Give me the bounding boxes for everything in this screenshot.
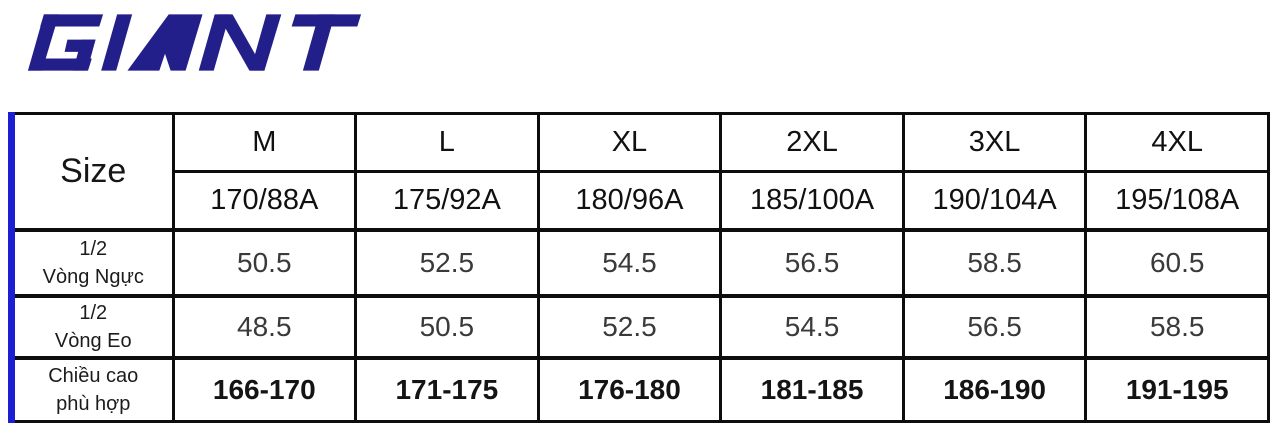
value-cell: 56.5 — [901, 293, 1088, 359]
value-cell: 54.5 — [536, 227, 723, 297]
row-label-suitable-height: Chiều cao phù hợp — [15, 355, 175, 423]
column-header-l: L — [354, 112, 540, 173]
value-cell: 60.5 — [1084, 227, 1270, 297]
size-corner-cell: Size — [15, 112, 175, 231]
header-row-codes: 170/88A 175/92A 180/96A 185/100A 190/104… — [15, 170, 1270, 231]
row-label-line1: 1/2 — [79, 301, 108, 324]
value-cell: 191-195 — [1084, 355, 1270, 423]
giant-wordmark-icon — [28, 14, 362, 71]
size-code-cell: 170/88A — [173, 170, 358, 231]
size-code-cell: 195/108A — [1084, 170, 1270, 231]
column-header-xl: XL — [536, 112, 723, 173]
value-cell: 50.5 — [171, 227, 358, 297]
header-row-sizes: Size M L XL 2XL 3XL 4XL — [15, 112, 1270, 231]
value-cell: 54.5 — [719, 293, 905, 359]
column-header-4xl: 4XL — [1084, 112, 1270, 173]
row-label-line2: Vòng Eo — [54, 329, 132, 352]
value-cell: 52.5 — [354, 227, 540, 297]
column-header-3xl: 3XL — [901, 112, 1088, 173]
row-label-line2: phù hợp — [56, 392, 131, 415]
value-cell: 186-190 — [901, 355, 1088, 423]
row-label-half-waist: 1/2 Vòng Eo — [15, 293, 175, 359]
value-cell: 58.5 — [1084, 293, 1270, 359]
row-label-line1: Chiều cao — [48, 364, 139, 387]
value-cell: 50.5 — [354, 293, 540, 359]
value-cell: 48.5 — [171, 293, 358, 359]
column-header-m: M — [171, 112, 358, 173]
value-cell: 176-180 — [536, 355, 723, 423]
giant-logo: GIANT — [28, 14, 362, 71]
row-half-waist: 1/2 Vòng Eo 48.5 50.5 52.5 54.5 56.5 58.… — [15, 293, 1270, 359]
row-label-line2: Vòng Ngực — [42, 265, 144, 288]
value-cell: 52.5 — [536, 293, 723, 359]
row-label-half-chest: 1/2 Vòng Ngực — [15, 227, 175, 297]
value-cell: 181-185 — [719, 355, 905, 423]
value-cell: 58.5 — [901, 227, 1088, 297]
size-code-cell: 185/100A — [719, 170, 905, 231]
row-label-line1: 1/2 — [79, 237, 108, 260]
value-cell: 171-175 — [354, 355, 540, 423]
row-half-chest: 1/2 Vòng Ngực 50.5 52.5 54.5 56.5 58.5 6… — [15, 227, 1270, 297]
size-code-cell: 175/92A — [354, 170, 540, 231]
size-code-cell: 180/96A — [536, 170, 723, 231]
row-suitable-height: Chiều cao phù hợp 166-170 171-175 176-18… — [15, 355, 1270, 423]
size-chart-table: Size M L XL 2XL 3XL 4XL 170/88A 175/92A … — [8, 112, 1270, 423]
value-cell: 166-170 — [171, 355, 358, 423]
value-cell: 56.5 — [719, 227, 905, 297]
column-header-2xl: 2XL — [719, 112, 905, 173]
size-code-cell: 190/104A — [901, 170, 1088, 231]
